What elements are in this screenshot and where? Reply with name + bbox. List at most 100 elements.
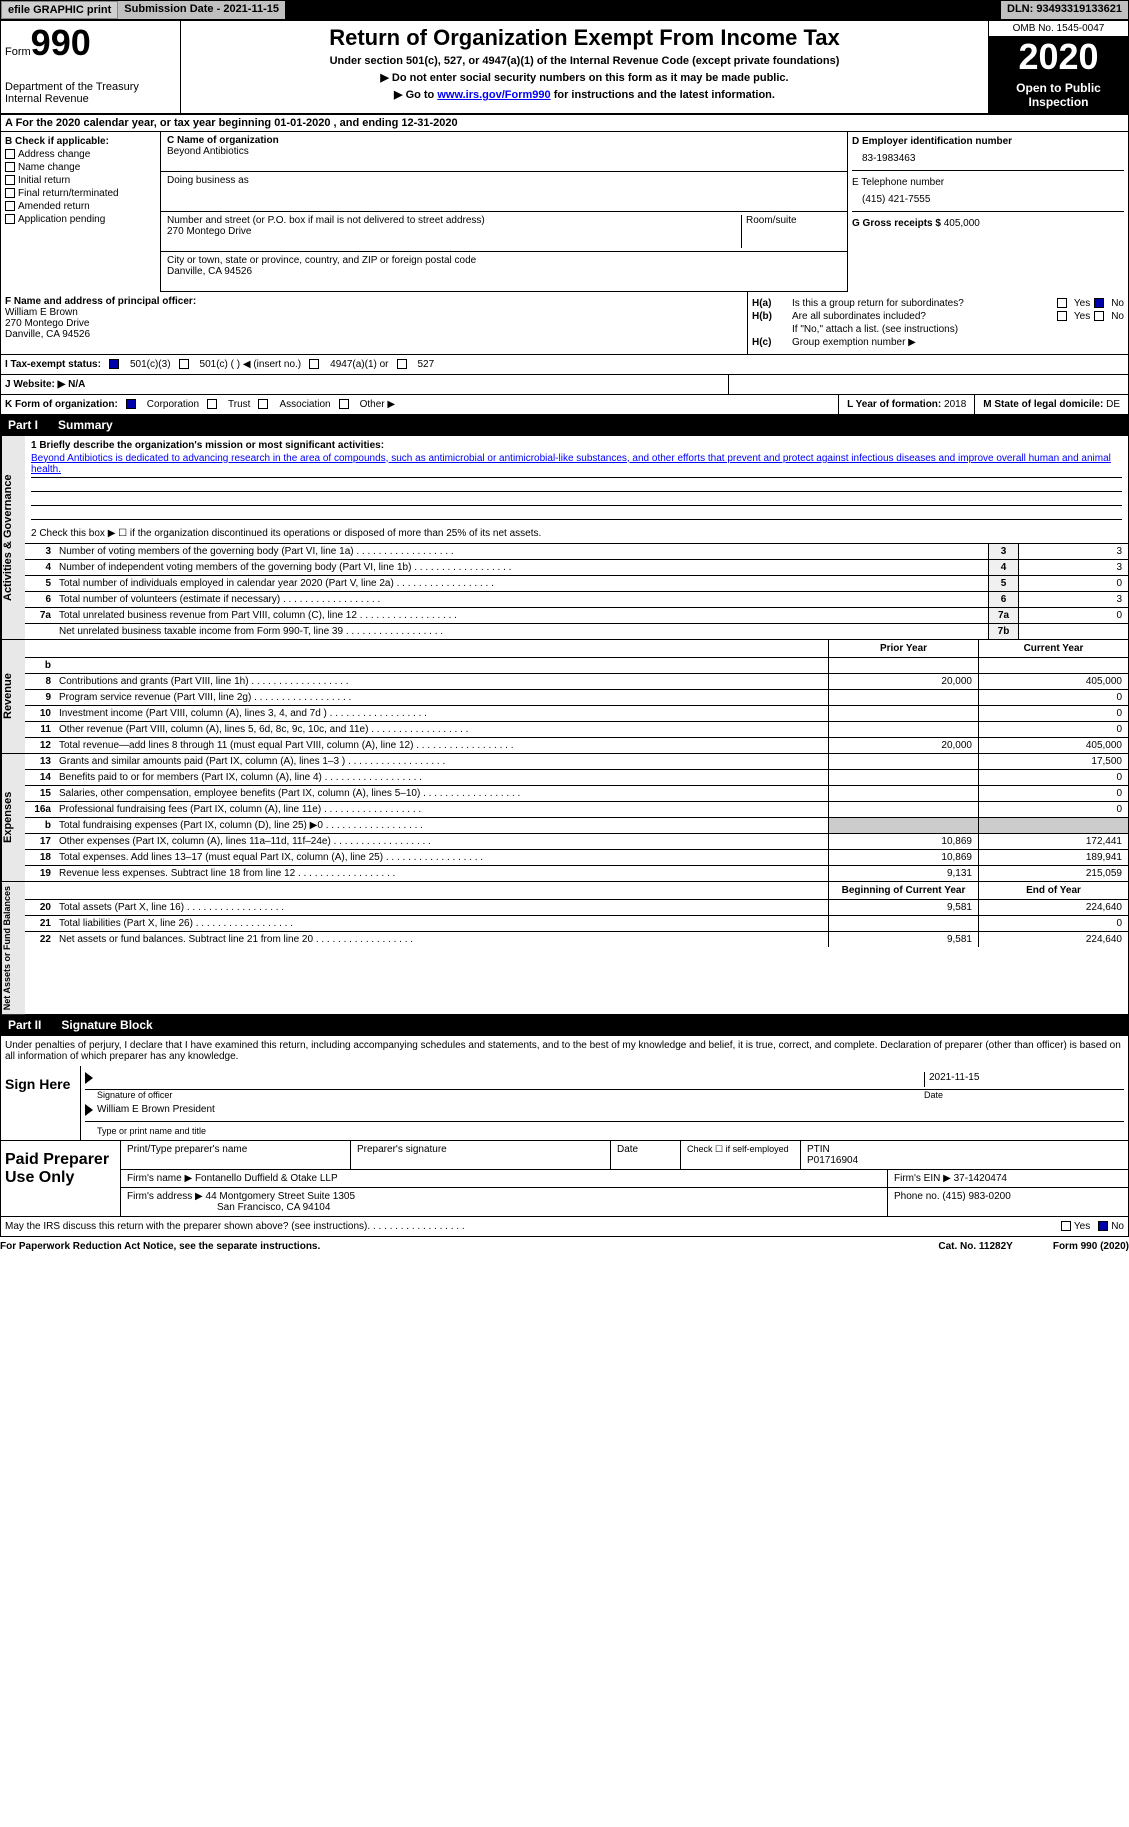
irs-discuss-row: May the IRS discuss this return with the… [0,1217,1129,1237]
row-a-tax-year: A For the 2020 calendar year, or tax yea… [0,114,1129,132]
box-c-org-name: C Name of organization Beyond Antibiotic… [161,132,848,172]
527-checkbox[interactable] [397,359,407,369]
summary-row: 5Total number of individuals employed in… [25,575,1128,591]
checkbox[interactable] [5,214,15,224]
summary-row: 4Number of independent voting members of… [25,559,1128,575]
room-suite: Room/suite [741,215,841,248]
netassets-label: Net Assets or Fund Balances [1,882,25,1014]
sign-here-label: Sign Here [1,1066,81,1140]
ptin: PTINP01716904 [801,1141,1128,1169]
summary-row: 6Total number of volunteers (estimate if… [25,591,1128,607]
discuss-yes-checkbox[interactable] [1061,1221,1071,1231]
hb-no-checkbox[interactable] [1094,311,1104,321]
omb-number: OMB No. 1545-0047 [989,21,1128,37]
financial-row: 19Revenue less expenses. Subtract line 1… [25,865,1128,881]
mission-text: Beyond Antibiotics is dedicated to advan… [31,453,1111,475]
firm-phone: Phone no. (415) 983-0200 [888,1188,1128,1216]
financial-row: 14Benefits paid to or for members (Part … [25,769,1128,785]
tax-year: 2020 [989,37,1128,77]
officer-name: William E Brown President [97,1104,215,1119]
financial-row: b [25,658,1128,673]
form-title: Return of Organization Exempt From Incom… [185,25,984,51]
firm-ein: Firm's EIN ▶ 37-1420474 [888,1170,1128,1187]
form-subtitle: Under section 501(c), 527, or 4947(a)(1)… [185,55,984,67]
corp-checkbox[interactable] [126,399,136,409]
dln: DLN: 93493319133621 [1001,1,1128,19]
box-h: H(a) Is this a group return for subordin… [748,292,1128,354]
row-i-tax-status: I Tax-exempt status: 501(c)(3) 501(c) ( … [0,355,1129,375]
preparer-date-header: Date [611,1141,681,1169]
efile-print-button[interactable]: efile GRAPHIC print [1,1,118,19]
row-j-website: J Website: ▶ N/A [0,375,1129,395]
footer-row: For Paperwork Reduction Act Notice, see … [0,1237,1129,1256]
hb-yes-checkbox[interactable] [1057,311,1067,321]
assoc-checkbox[interactable] [258,399,268,409]
ha-yes-checkbox[interactable] [1057,298,1067,308]
dept-treasury: Department of the Treasury Internal Reve… [5,81,176,105]
checkbox[interactable] [5,149,15,159]
financial-row: 18Total expenses. Add lines 13–17 (must … [25,849,1128,865]
instruction-2: ▶ Go to www.irs.gov/Form990 for instruct… [185,88,984,101]
checkbox[interactable] [5,188,15,198]
financial-row: 8Contributions and grants (Part VIII, li… [25,673,1128,689]
4947-checkbox[interactable] [309,359,319,369]
checkbox[interactable] [5,175,15,185]
paid-preparer-label: Paid Preparer Use Only [1,1141,121,1216]
part-2-header: Part II Signature Block [0,1015,1129,1035]
financial-row: 17Other expenses (Part IX, column (A), l… [25,833,1128,849]
financial-row: 16aProfessional fundraising fees (Part I… [25,801,1128,817]
firm-name: Firm's name ▶ Fontanello Duffield & Otak… [121,1170,888,1187]
box-d-e-g: D Employer identification number 83-1983… [848,132,1128,292]
irs-link[interactable]: www.irs.gov/Form990 [437,89,550,101]
form-word: Form [5,46,31,58]
boxb-item: Final return/terminated [5,188,156,199]
perjury-text: Under penalties of perjury, I declare th… [1,1036,1128,1066]
boxb-item: Name change [5,162,156,173]
expenses-label: Expenses [1,754,25,881]
boxb-item: Amended return [5,201,156,212]
trust-checkbox[interactable] [207,399,217,409]
ha-no-checkbox[interactable] [1094,298,1104,308]
financial-row: 21Total liabilities (Part X, line 26) 0 [25,915,1128,931]
boxb-item: Initial return [5,175,156,186]
row-k-form-org: K Form of organization: Corporation Trus… [0,395,1129,415]
financial-row: 9Program service revenue (Part VIII, lin… [25,689,1128,705]
sig-date: 2021-11-15 [924,1072,1124,1087]
begin-year-header: Beginning of Current Year [828,882,978,899]
preparer-sig-header: Preparer's signature [351,1141,611,1169]
financial-row: 20Total assets (Part X, line 16) 9,58122… [25,900,1128,915]
box-c-street: Number and street (or P.O. box if mail i… [161,212,848,252]
financial-row: 10Investment income (Part VIII, column (… [25,705,1128,721]
year-formation: L Year of formation: 2018 [838,395,974,414]
instruction-1: ▶ Do not enter social security numbers o… [185,71,984,84]
summary-row: 7aTotal unrelated business revenue from … [25,607,1128,623]
financial-row: 13Grants and similar amounts paid (Part … [25,754,1128,769]
summary-row: 3Number of voting members of the governi… [25,543,1128,559]
box-b-checkboxes: B Check if applicable: Address changeNam… [1,132,161,292]
q2-checkbox-line: 2 Check this box ▶ ☐ if the organization… [25,524,1128,543]
discuss-no-checkbox[interactable] [1098,1221,1108,1231]
financial-row: 11Other revenue (Part VIII, column (A), … [25,721,1128,737]
firm-address: Firm's address ▶ 44 Montgomery Street Su… [121,1188,888,1216]
501c-checkbox[interactable] [179,359,189,369]
box-f-officer: F Name and address of principal officer:… [1,292,748,354]
financial-row: 15Salaries, other compensation, employee… [25,785,1128,801]
state-domicile: M State of legal domicile: DE [974,395,1128,414]
revenue-label: Revenue [1,640,25,753]
box-c-dba: Doing business as [161,172,848,212]
other-checkbox[interactable] [339,399,349,409]
prior-year-header: Prior Year [828,640,978,657]
governance-label: Activities & Governance [1,436,25,639]
end-year-header: End of Year [978,882,1128,899]
summary-row: Net unrelated business taxable income fr… [25,623,1128,639]
financial-row: bTotal fundraising expenses (Part IX, co… [25,817,1128,833]
501c3-checkbox[interactable] [109,359,119,369]
checkbox[interactable] [5,162,15,172]
box-c-city: City or town, state or province, country… [161,252,848,292]
checkbox[interactable] [5,201,15,211]
part-1-header: Part I Summary [0,415,1129,435]
financial-row: 22Net assets or fund balances. Subtract … [25,931,1128,947]
self-employed-check: Check ☐ if self-employed [681,1141,801,1169]
q1-label: 1 Briefly describe the organization's mi… [31,440,1122,451]
boxb-item: Address change [5,149,156,160]
